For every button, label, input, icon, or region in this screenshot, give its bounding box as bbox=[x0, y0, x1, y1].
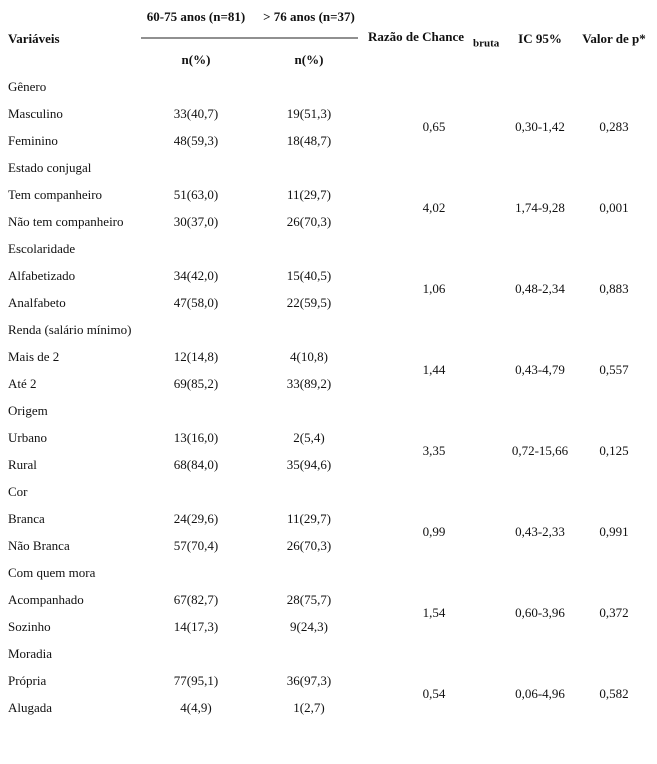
odds-ratio: 0,54 bbox=[423, 686, 446, 701]
odds-ratio: 1,54 bbox=[423, 605, 446, 620]
cell: 77(95,1) bbox=[174, 673, 218, 688]
group-label: Cor bbox=[8, 484, 28, 499]
row-label: Branca bbox=[8, 511, 45, 526]
cell: 57(70,4) bbox=[174, 538, 218, 553]
odds-ratio: 3,35 bbox=[423, 443, 446, 458]
ci: 0,06-4,96 bbox=[515, 686, 565, 701]
row-label: Sozinho bbox=[8, 619, 51, 634]
p-value: 0,372 bbox=[599, 605, 628, 620]
header-p-value: Valor de p* bbox=[582, 31, 646, 46]
p-value: 0,001 bbox=[599, 200, 628, 215]
row-label: Alfabetizado bbox=[8, 268, 75, 283]
cell: 33(40,7) bbox=[174, 106, 218, 121]
p-value: 0,883 bbox=[599, 281, 628, 296]
ci: 0,43-4,79 bbox=[515, 362, 565, 377]
cell: 51(63,0) bbox=[174, 187, 218, 202]
ci: 0,72-15,66 bbox=[512, 443, 569, 458]
header-ci: IC 95% bbox=[518, 31, 562, 46]
ci: 1,74-9,28 bbox=[515, 200, 565, 215]
cell: 2(5,4) bbox=[293, 430, 324, 445]
row-label: Feminino bbox=[8, 133, 58, 148]
group-label: Origem bbox=[8, 403, 48, 418]
cell: 11(29,7) bbox=[287, 511, 331, 526]
row-label: Não Branca bbox=[8, 538, 70, 553]
cell: 34(42,0) bbox=[174, 268, 218, 283]
odds-ratio: 1,44 bbox=[423, 362, 446, 377]
cell: 12(14,8) bbox=[174, 349, 218, 364]
group-label: Estado conjugal bbox=[8, 160, 92, 175]
cell: 36(97,3) bbox=[287, 673, 331, 688]
header-group2: > 76 anos (n=37) bbox=[263, 9, 355, 24]
cell: 9(24,3) bbox=[290, 619, 328, 634]
p-value: 0,125 bbox=[599, 443, 628, 458]
p-value: 0,991 bbox=[599, 524, 628, 539]
group-label: Escolaridade bbox=[8, 241, 75, 256]
cell: 48(59,3) bbox=[174, 133, 218, 148]
cell: 14(17,3) bbox=[174, 619, 218, 634]
row-label: Rural bbox=[8, 457, 37, 472]
odds-ratio: 0,65 bbox=[423, 119, 446, 134]
row-label: Própria bbox=[8, 673, 47, 688]
row-label: Analfabeto bbox=[8, 295, 66, 310]
cell: 19(51,3) bbox=[287, 106, 331, 121]
cell: 24(29,6) bbox=[174, 511, 218, 526]
header-variables: Variáveis bbox=[8, 31, 60, 46]
header-odds-ratio: Razão de Chance bbox=[368, 29, 464, 44]
group-label: Com quem mora bbox=[8, 565, 96, 580]
cell: 33(89,2) bbox=[287, 376, 331, 391]
row-label: Não tem companheiro bbox=[8, 214, 124, 229]
group-label: Gênero bbox=[8, 79, 46, 94]
row-label: Alugada bbox=[8, 700, 52, 715]
header-unit: n(%) bbox=[295, 52, 324, 67]
cell: 47(58,0) bbox=[174, 295, 218, 310]
odds-ratio: 1,06 bbox=[423, 281, 446, 296]
cell: 26(70,3) bbox=[287, 538, 331, 553]
header-group1: 60-75 anos (n=81) bbox=[147, 9, 245, 24]
row-label: Urbano bbox=[8, 430, 47, 445]
row-label: Acompanhado bbox=[8, 592, 84, 607]
cell: 35(94,6) bbox=[287, 457, 331, 472]
cell: 22(59,5) bbox=[287, 295, 331, 310]
ci: 0,48-2,34 bbox=[515, 281, 565, 296]
cell: 15(40,5) bbox=[287, 268, 331, 283]
cell: 4(10,8) bbox=[290, 349, 328, 364]
row-label: Mais de 2 bbox=[8, 349, 59, 364]
cell: 67(82,7) bbox=[174, 592, 218, 607]
row-label: Masculino bbox=[8, 106, 63, 121]
ci: 0,30-1,42 bbox=[515, 119, 565, 134]
cell: 4(4,9) bbox=[180, 700, 211, 715]
row-label: Até 2 bbox=[8, 376, 37, 391]
p-value: 0,283 bbox=[599, 119, 628, 134]
cell: 1(2,7) bbox=[293, 700, 324, 715]
ci: 0,60-3,96 bbox=[515, 605, 565, 620]
cell: 26(70,3) bbox=[287, 214, 331, 229]
cell: 11(29,7) bbox=[287, 187, 331, 202]
odds-ratio: 0,99 bbox=[423, 524, 446, 539]
cell: 28(75,7) bbox=[287, 592, 331, 607]
row-label: Tem companheiro bbox=[8, 187, 102, 202]
p-value: 0,557 bbox=[599, 362, 629, 377]
cell: 68(84,0) bbox=[174, 457, 218, 472]
group-label: Moradia bbox=[8, 646, 52, 661]
odds-ratio: 4,02 bbox=[423, 200, 446, 215]
ci: 0,43-2,33 bbox=[515, 524, 565, 539]
cell: 69(85,2) bbox=[174, 376, 218, 391]
cell: 18(48,7) bbox=[287, 133, 331, 148]
cell: 30(37,0) bbox=[174, 214, 218, 229]
header-unit: n(%) bbox=[182, 52, 211, 67]
group-label: Renda (salário mínimo) bbox=[8, 322, 131, 337]
header-odds-ratio-sub: bruta bbox=[473, 38, 500, 50]
cell: 13(16,0) bbox=[174, 430, 218, 445]
p-value: 0,582 bbox=[599, 686, 628, 701]
